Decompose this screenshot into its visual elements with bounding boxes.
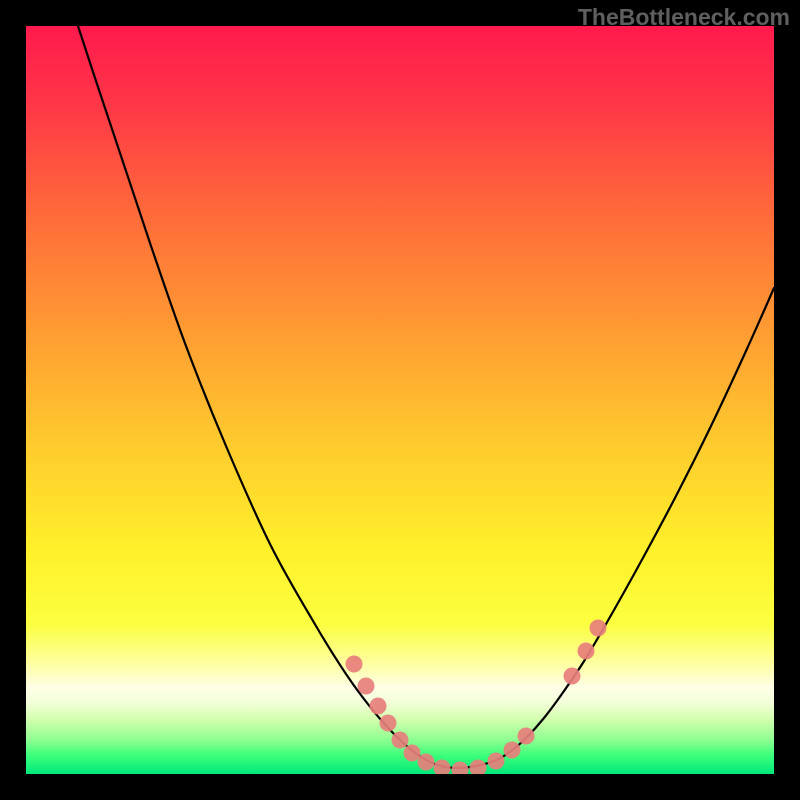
bottleneck-curve-chart: [26, 26, 774, 774]
chart-area: [26, 26, 774, 774]
curve-marker: [370, 698, 387, 715]
curve-marker: [418, 754, 435, 771]
curve-marker: [488, 753, 505, 770]
curve-marker: [518, 728, 535, 745]
curve-marker: [578, 643, 595, 660]
curve-marker: [404, 745, 421, 762]
curve-marker: [346, 656, 363, 673]
chart-frame: TheBottleneck.com: [0, 0, 800, 800]
curve-marker: [358, 678, 375, 695]
curve-marker: [564, 668, 581, 685]
gradient-background: [26, 26, 774, 774]
curve-marker: [392, 732, 409, 749]
curve-marker: [590, 620, 607, 637]
curve-marker: [504, 742, 521, 759]
watermark-text: TheBottleneck.com: [578, 4, 790, 31]
curve-marker: [380, 715, 397, 732]
